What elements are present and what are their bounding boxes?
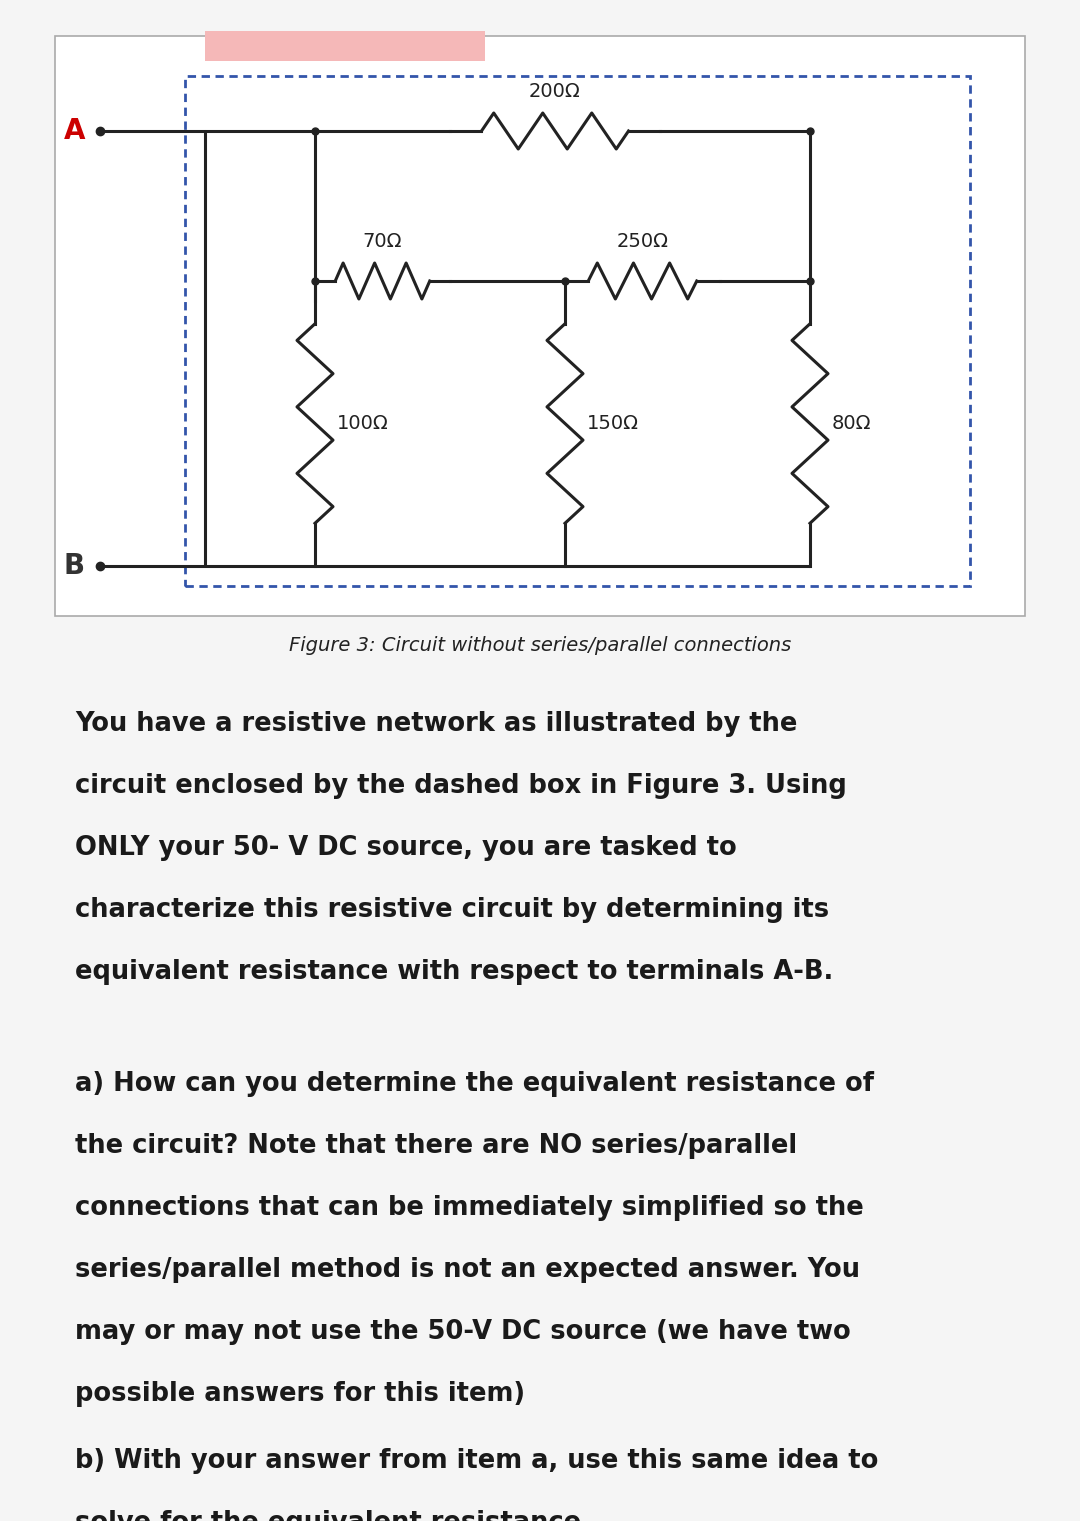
Text: the circuit? Note that there are NO series/parallel: the circuit? Note that there are NO seri… [75, 1133, 797, 1159]
Text: You have a resistive network as illustrated by the: You have a resistive network as illustra… [75, 710, 797, 738]
Text: ONLY your 50- V DC source, you are tasked to: ONLY your 50- V DC source, you are taske… [75, 835, 737, 861]
Text: A: A [64, 117, 85, 144]
Text: equivalent resistance with respect to terminals A-B.: equivalent resistance with respect to te… [75, 960, 834, 986]
Text: connections that can be immediately simplified so the: connections that can be immediately simp… [75, 1196, 864, 1221]
Text: may or may not use the 50-V DC source (we have two: may or may not use the 50-V DC source (w… [75, 1319, 851, 1345]
Text: 80Ω: 80Ω [832, 414, 872, 433]
Text: 70Ω: 70Ω [363, 233, 402, 251]
Text: 100Ω: 100Ω [337, 414, 389, 433]
FancyBboxPatch shape [205, 30, 485, 61]
FancyBboxPatch shape [55, 37, 1025, 616]
Text: Figure 3: Circuit without series/parallel connections: Figure 3: Circuit without series/paralle… [288, 636, 792, 656]
Text: 250Ω: 250Ω [617, 233, 669, 251]
Text: series/parallel method is not an expected answer. You: series/parallel method is not an expecte… [75, 1256, 860, 1284]
Text: 150Ω: 150Ω [588, 414, 639, 433]
Text: b) With your answer from item a, use this same idea to: b) With your answer from item a, use thi… [75, 1448, 878, 1474]
Text: characterize this resistive circuit by determining its: characterize this resistive circuit by d… [75, 897, 829, 923]
Text: B: B [64, 552, 85, 580]
Text: circuit enclosed by the dashed box in Figure 3. Using: circuit enclosed by the dashed box in Fi… [75, 773, 847, 799]
Text: a) How can you determine the equivalent resistance of: a) How can you determine the equivalent … [75, 1071, 874, 1097]
Text: possible answers for this item): possible answers for this item) [75, 1381, 525, 1407]
Text: 200Ω: 200Ω [529, 82, 581, 100]
Text: solve for the equivalent resistance.: solve for the equivalent resistance. [75, 1510, 591, 1521]
